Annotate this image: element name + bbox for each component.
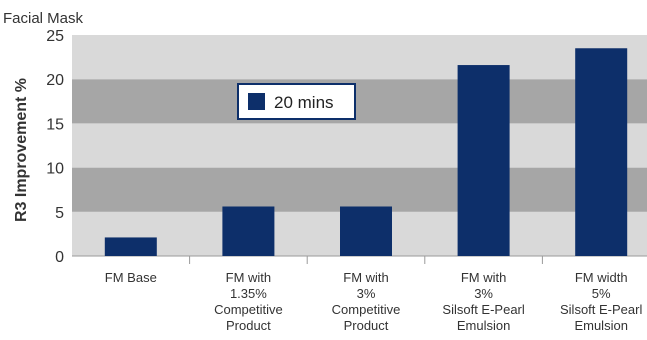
y-tick-label: 25 [46, 28, 64, 45]
y-tick-label: 0 [55, 249, 64, 266]
y-tick-label: 5 [55, 205, 64, 222]
legend-label: 20 mins [274, 93, 334, 112]
x-category-label: FM width 5% Silsoft E-Pearl Emulsion [560, 270, 642, 333]
grid-band [72, 79, 647, 124]
x-axis-categories: FM Base FM with 1.35% Competitive Product FM … [105, 256, 642, 333]
chart-title: Facial Mask [3, 10, 84, 27]
grid-band [72, 123, 647, 168]
y-tick-label: 20 [46, 72, 64, 89]
bar [104, 237, 157, 256]
y-axis-label: R3 Improvement % [13, 78, 30, 222]
x-category-label: FM with 1.35% Competitive Product [214, 270, 283, 333]
bar-series [104, 48, 628, 257]
bar [222, 206, 275, 256]
grid-band [72, 35, 647, 80]
y-tick-label: 10 [46, 161, 64, 178]
y-axis-ticks: 0 5 10 15 20 25 [46, 28, 64, 266]
x-category-label: FM with 3% Silsoft E-Pearl Emulsion [442, 270, 524, 333]
bar [575, 48, 628, 257]
grid-band [72, 167, 647, 212]
x-category-label: FM Base [105, 270, 157, 285]
legend-swatch [248, 93, 265, 110]
bar [457, 65, 510, 256]
legend-box [237, 83, 356, 120]
y-tick-label: 15 [46, 116, 64, 133]
legend: 20 mins [237, 83, 356, 120]
bar [340, 206, 392, 256]
plot-background [72, 35, 647, 257]
x-category-label: FM with 3% Competitive Product [332, 270, 401, 333]
